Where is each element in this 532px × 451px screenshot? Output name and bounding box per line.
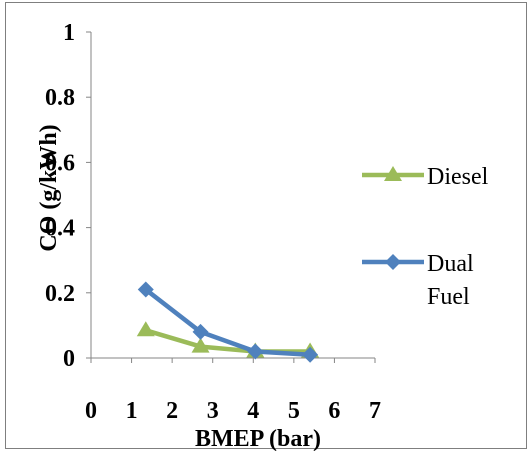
plot-area [86,31,376,363]
y-axis-title: CO (g/kWh) [36,124,62,251]
data-point-dual-fuel [137,281,154,298]
legend: Diesel Dual Fuel [362,164,489,310]
chart-frame [5,2,527,449]
data-point-diesel [136,321,155,337]
data-point-dual-fuel [247,343,264,360]
y-tick-label: 0 [63,346,75,372]
x-axis-title: BMEP (bar) [195,426,321,451]
x-tick-label: 4 [247,398,259,424]
x-tick-label: 0 [85,398,97,424]
data-point-diesel [191,337,210,353]
series-line-dual-fuel [144,287,311,357]
legend-label-dual-fuel: Dual Fuel [427,251,474,310]
y-tick-label: 0.8 [45,85,75,111]
y-tick-labels: 0 0.2 0.4 0.6 0.8 1 [45,20,75,372]
x-tick-label: 1 [126,398,138,424]
y-tick-label: 1 [63,20,75,46]
y-tick-label: 0.6 [45,150,75,176]
data-point-dual-fuel [302,346,319,363]
x-tick-label: 6 [328,398,340,424]
x-tick-labels: 0 1 2 3 4 5 6 7 [85,398,381,424]
legend-marker-diesel [384,166,402,181]
legend-marker-dual-fuel [385,254,401,270]
y-tick-label: 0.2 [45,281,75,307]
x-tick-label: 2 [166,398,178,424]
data-point-dual-fuel [192,323,209,340]
legend-label-diesel: Diesel [427,164,489,190]
series-layer [136,281,320,363]
y-tick-label: 0.4 [45,216,75,242]
x-tick-label: 3 [207,398,219,424]
x-tick-label: 7 [369,398,381,424]
x-tick-label: 5 [288,398,300,424]
